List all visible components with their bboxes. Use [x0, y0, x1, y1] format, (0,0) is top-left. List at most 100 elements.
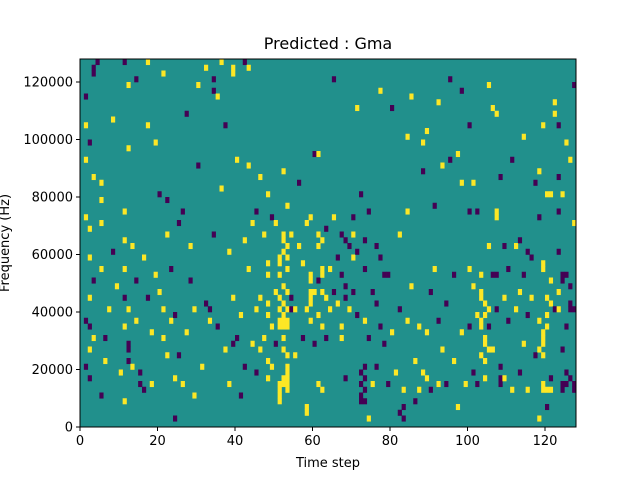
heatmap-cell	[452, 271, 457, 278]
heatmap-cell	[328, 306, 333, 313]
heatmap-cell	[91, 174, 96, 181]
heatmap-cell	[285, 306, 290, 313]
heatmap-cell	[285, 243, 290, 250]
heatmap-cell	[83, 122, 89, 129]
heatmap-cell	[277, 398, 282, 405]
heatmap-cell	[486, 323, 492, 330]
heatmap-cell	[359, 191, 364, 198]
heatmap-cell	[564, 139, 569, 146]
heatmap-cell	[161, 335, 166, 342]
heatmap-cell	[285, 317, 290, 324]
heatmap-cell	[386, 271, 391, 278]
heatmap-cell	[211, 231, 216, 238]
heatmap-cell	[393, 369, 399, 376]
heatmap-cell	[200, 363, 205, 370]
heatmap-cell	[502, 243, 507, 250]
y-axis: 0 20000 40000 60000 80000 100000 120000	[23, 76, 80, 436]
heatmap-cell	[362, 386, 368, 393]
heatmap-cell	[525, 312, 530, 319]
heatmap-cell	[483, 375, 488, 382]
heatmap-cell	[161, 70, 166, 77]
heatmap-cell	[475, 312, 480, 319]
heatmap-cell	[486, 306, 492, 313]
heatmap-cell	[262, 335, 267, 342]
heatmap-cell	[552, 306, 557, 313]
heatmap-cell	[238, 312, 244, 319]
heatmap-cell	[448, 156, 453, 163]
heatmap-cell	[126, 82, 131, 89]
heatmap-cell	[204, 64, 209, 71]
heatmap-cell	[479, 271, 484, 278]
heatmap-cell	[514, 243, 519, 250]
heatmap-cell	[308, 300, 313, 307]
heatmap-cell	[351, 214, 356, 221]
heatmap-cell	[328, 266, 333, 273]
heatmap-cell	[556, 289, 561, 296]
heatmap-cell	[87, 375, 92, 382]
heatmap-cell	[455, 151, 461, 158]
heatmap-cell	[161, 306, 166, 313]
heatmap-cell	[173, 415, 178, 422]
heatmap-cell	[541, 352, 546, 359]
heatmap-cell	[537, 415, 542, 422]
heatmap-cell	[122, 208, 127, 215]
heatmap-cell	[564, 271, 569, 278]
heatmap-cell	[510, 386, 515, 393]
heatmap-cell	[285, 323, 290, 330]
heatmap-cell	[537, 168, 542, 175]
heatmap-cell	[506, 317, 511, 324]
heatmap-cell	[331, 214, 337, 221]
heatmap-cell	[153, 139, 158, 146]
heatmap-cell	[145, 122, 151, 129]
heatmap-cell	[126, 358, 131, 365]
heatmap-cell	[134, 317, 139, 324]
heatmap-cell	[521, 271, 526, 278]
heatmap-cell	[343, 237, 348, 244]
heatmap-cell	[99, 197, 104, 204]
heatmap-cell	[308, 277, 313, 284]
heatmap-cell	[126, 145, 131, 152]
heatmap-cell	[359, 398, 364, 405]
heatmap-cell	[467, 266, 472, 273]
heatmap-cell	[91, 277, 96, 284]
heatmap-cell	[188, 243, 193, 250]
heatmap-cell	[331, 76, 337, 83]
heatmap-cell	[475, 208, 480, 215]
heatmap-cell	[157, 289, 162, 296]
heatmap-cell	[83, 156, 89, 163]
heatmap-cell	[413, 398, 418, 405]
heatmap-cell	[401, 415, 406, 422]
heatmap-cell	[308, 294, 313, 301]
heatmap-cell	[285, 386, 290, 393]
heatmap-cell	[134, 76, 139, 83]
heatmap-cell	[289, 231, 294, 238]
heatmap-cell	[95, 59, 100, 66]
heatmap-cell	[479, 317, 484, 324]
heatmap-cell	[374, 300, 379, 307]
heatmap-cell	[421, 168, 426, 175]
heatmap-cell	[122, 323, 127, 330]
heatmap-cell	[355, 105, 360, 112]
heatmap-cell	[564, 381, 569, 388]
heatmap-cell	[448, 76, 453, 83]
heatmap-cell	[246, 64, 251, 71]
heatmap-cell	[320, 323, 325, 330]
heatmap-cell	[541, 381, 546, 388]
heatmap-cell	[331, 289, 337, 296]
heatmap-cell	[498, 363, 503, 370]
heatmap-cell	[541, 266, 546, 273]
heatmap-cell	[165, 352, 170, 359]
heatmap-cell	[277, 317, 282, 324]
heatmap-cell	[83, 363, 89, 370]
heatmap-cell	[351, 289, 356, 296]
heatmap-cell	[266, 260, 271, 267]
heatmap-cell	[471, 283, 476, 290]
heatmap-cell	[235, 335, 240, 342]
heatmap-cell	[99, 392, 104, 399]
heatmap-cell	[471, 369, 476, 376]
heatmap-cell	[405, 208, 410, 215]
heatmap-cell	[541, 386, 546, 393]
heatmap-cell	[281, 381, 286, 388]
heatmap-cell	[548, 386, 554, 393]
heatmap-cell	[401, 404, 406, 411]
